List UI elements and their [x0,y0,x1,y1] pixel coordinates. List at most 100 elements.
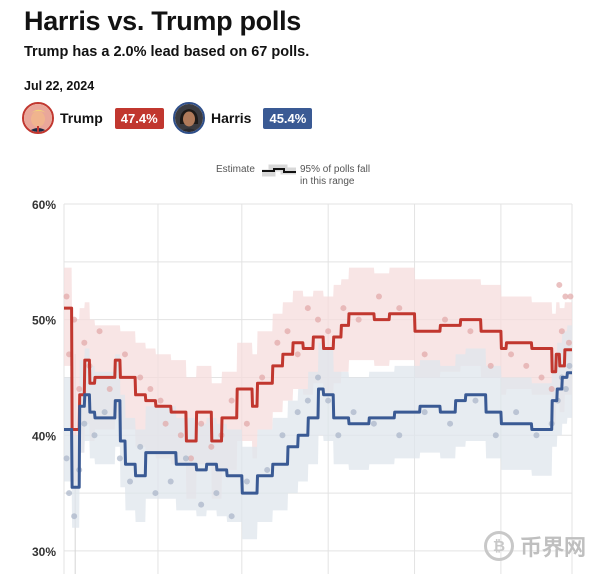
y-tick-label: 40% [32,429,56,443]
harris-name: Harris [211,110,252,126]
poll-dot-trump [137,374,144,381]
poll-dot-trump [147,386,154,392]
poll-dot-trump [548,386,555,392]
poll-dot-harris [167,478,174,485]
poll-dot-trump [76,386,83,392]
band-harris [64,325,572,540]
poll-dot-trump [157,397,164,404]
poll-dot-trump [274,339,281,346]
poll-dot-trump [188,455,194,462]
poll-dot-trump [421,351,428,358]
watermark: ₿ 币界网 [483,530,586,562]
poll-dot-harris [228,513,235,520]
poll-dot-harris [350,409,357,416]
poll-dot-trump [442,316,448,323]
poll-dot-harris [71,513,78,520]
legend-range-label: 95% of polls fall in this range [300,164,370,188]
poll-dot-trump [284,328,291,335]
line-harris [64,371,572,495]
legend-range-line1: 95% of polls fall [300,164,371,175]
poll-dot-harris [127,478,134,485]
poll-dot-trump [355,316,362,323]
poll-dot-harris [116,455,123,462]
poll-dot-harris [325,397,332,404]
poll-dot-harris [243,478,250,485]
poll-dot-harris [182,455,189,462]
poll-dot-trump [177,432,184,439]
poll-dot-harris [562,386,569,392]
poll-dot-harris [81,420,88,427]
candidate-harris: Harris 45.4% [173,101,313,135]
poll-dot-trump [396,305,403,312]
watermark-text: 币界网 [519,535,586,560]
poll-dot-harris [152,490,159,497]
poll-dot-harris [315,374,321,381]
poll-dot-trump [96,328,103,335]
poll-dot-harris [421,409,428,416]
poll-dot-harris [304,397,311,404]
poll-dot-harris [472,397,479,404]
coin-icon: ₿ [483,531,514,561]
poll-dot-trump [565,339,572,346]
poll-dot-trump [198,420,205,427]
poll-dot-trump [567,293,574,300]
legend-estimate-label: Estimate [216,164,255,175]
candidate-trump: Trump 47.4% [22,101,164,135]
poll-dots [63,281,574,520]
poll-dot-harris [66,490,73,497]
trump-avatar-icon [24,104,52,132]
y-tick-label: 60% [32,198,56,212]
page-title: Harris vs. Trump polls [24,6,301,36]
poll-dot-harris [447,420,454,427]
harris-percentage: 45.4% [263,107,313,129]
poll-dot-trump [538,374,545,381]
poll-dot-trump [63,293,70,300]
poll-dot-harris [396,432,403,439]
poll-dot-trump [106,386,113,392]
poll-dot-trump [121,351,128,358]
poll-dot-trump [294,351,301,358]
poll-dot-harris [566,362,573,369]
poll-dot-harris [370,420,377,427]
poll-dot-trump [228,397,235,404]
harris-avatar [173,102,205,134]
poll-dot-trump [81,339,88,346]
line-trump [64,306,572,443]
date-label: Jul 22, 2024 [24,79,95,93]
legend-range-line2: in this range [300,176,355,187]
poll-dot-harris [492,432,499,439]
trump-name: Trump [60,110,103,126]
y-tick-label: 30% [32,545,56,559]
poll-dot-harris [513,409,520,416]
poll-dot-trump [243,420,250,427]
poll-dot-trump [375,293,382,300]
poll-dot-trump [508,351,515,358]
legend-range-swatch [262,164,296,177]
estimate-lines [64,306,572,495]
poll-dot-trump [523,362,530,369]
trump-percentage: 47.4% [114,107,164,129]
poll-dot-harris [264,466,271,473]
poll-dot-harris [137,443,144,450]
poll-dot-trump [304,305,311,312]
harris-avatar-icon [175,104,203,132]
y-axis-ticks: 60% 50% 40% 30% [32,198,56,559]
poll-dot-harris [63,455,70,462]
poll-dot-trump [208,443,215,450]
poll-dot-trump [487,362,494,369]
poll-dot-harris [533,432,540,439]
y-tick-label: 50% [32,314,56,328]
poll-dot-trump [340,305,347,312]
poll-dot-harris [279,432,286,439]
poll-dot-harris [213,490,220,497]
poll-dot-harris [198,501,205,508]
poll-dot-trump [315,316,321,323]
poll-dot-trump [162,420,169,427]
poll-dot-trump [562,293,569,300]
poll-dot-harris [335,432,342,439]
poll-dot-trump [259,374,266,381]
poll-dot-trump [467,328,474,335]
polls-chart: 60% 50% 40% 30% [32,198,574,574]
poll-dot-harris [101,409,108,416]
poll-dot-trump [558,328,565,335]
